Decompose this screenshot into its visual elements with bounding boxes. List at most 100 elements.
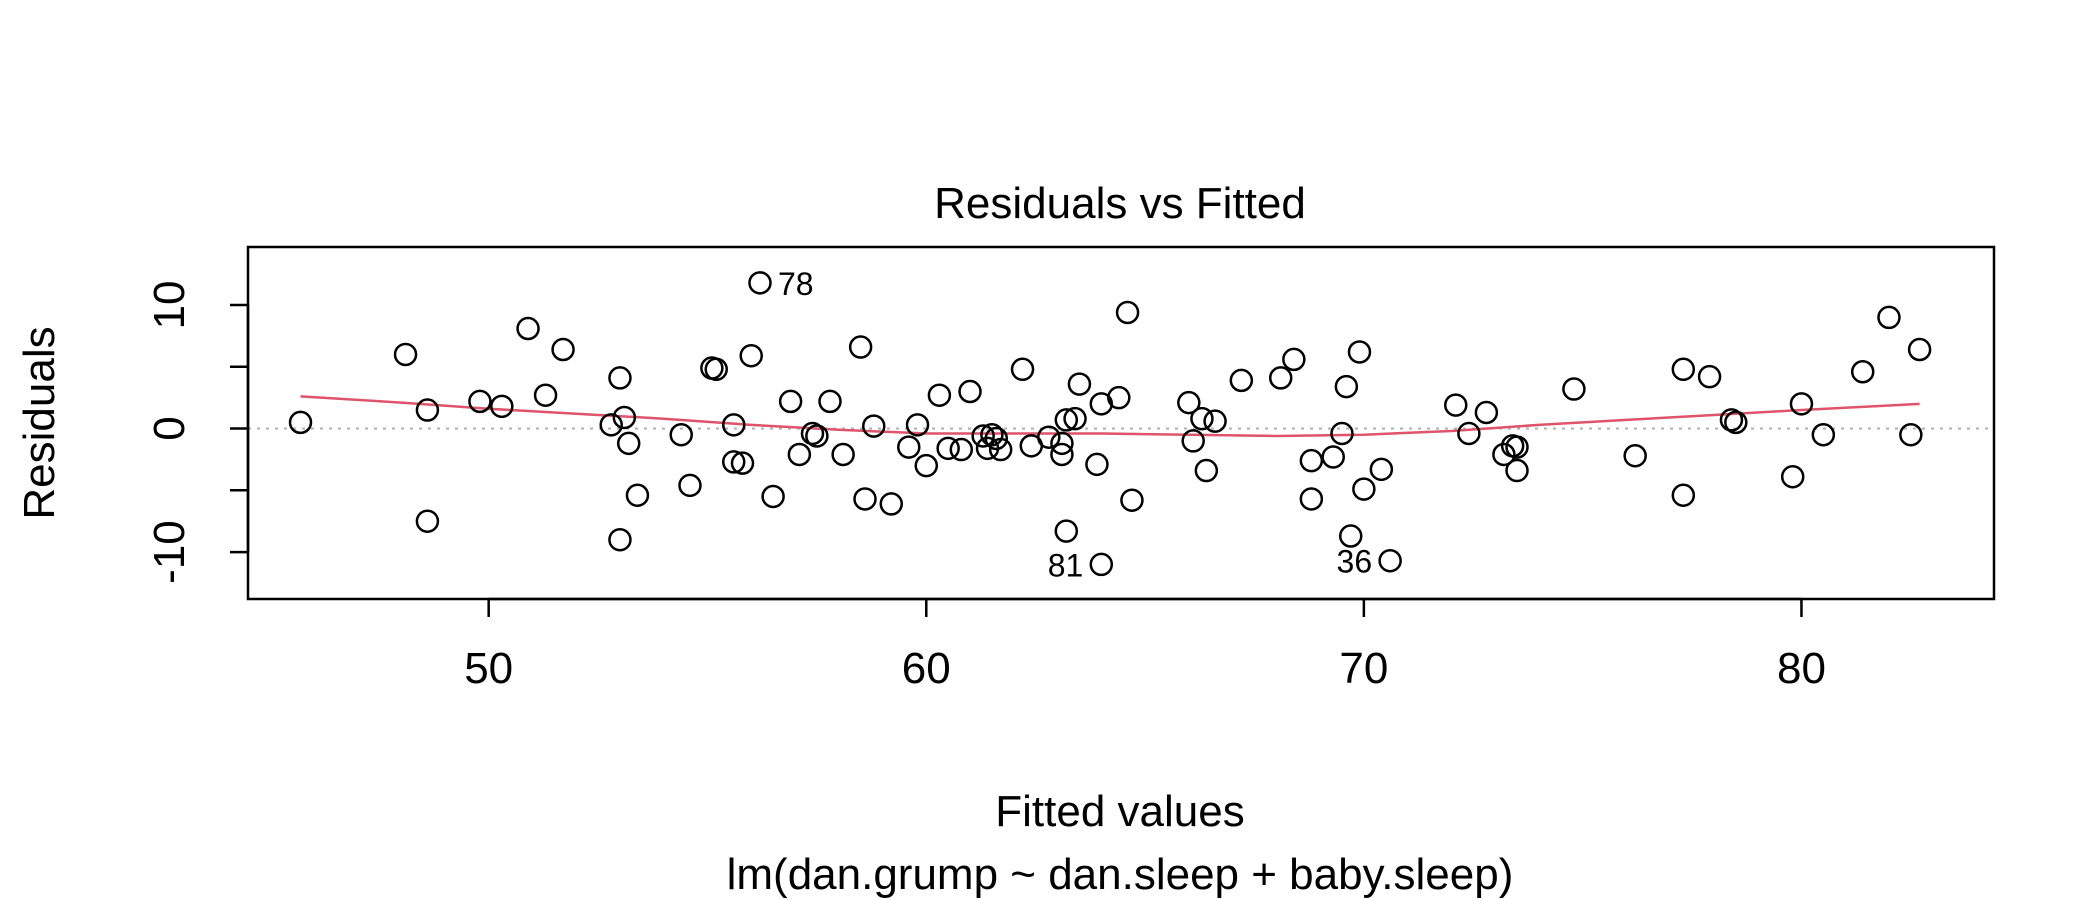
- data-point: [1378, 548, 1402, 573]
- data-point: [1054, 519, 1079, 543]
- data-point: [1671, 357, 1696, 382]
- point-label: 78: [778, 266, 814, 302]
- data-point: [1505, 458, 1529, 483]
- x-axis-label: Fitted values: [995, 787, 1244, 836]
- data-point: [1063, 406, 1087, 431]
- data-point: [1811, 422, 1836, 447]
- data-point: [897, 435, 921, 459]
- y-axis: -10 0 10: [145, 281, 250, 584]
- data-point: [1907, 337, 1932, 362]
- y-tick-label: 10: [145, 281, 194, 330]
- data-point: [739, 343, 763, 368]
- data-point: [551, 337, 575, 362]
- data-point: [721, 450, 746, 474]
- data-point: [1789, 392, 1814, 416]
- point-label: 81: [1048, 547, 1084, 583]
- point-labels-layer: 78 81 36: [778, 266, 1372, 584]
- data-point: [984, 426, 1009, 451]
- data-point: [1299, 487, 1324, 511]
- data-point: [936, 436, 960, 461]
- y-tick-label: 0: [145, 416, 194, 440]
- data-point: [1338, 524, 1363, 548]
- data-point: [862, 414, 886, 438]
- point-label: 36: [1337, 544, 1373, 580]
- data-point: [1181, 429, 1205, 453]
- data-point: [1719, 408, 1744, 432]
- data-point: [1089, 552, 1114, 577]
- data-point: [616, 431, 641, 456]
- data-point: [1190, 406, 1214, 431]
- data-point: [730, 451, 755, 475]
- x-tick-label: 70: [1339, 644, 1388, 693]
- data-point: [415, 509, 440, 533]
- data-point: [599, 413, 623, 437]
- data-point: [778, 389, 803, 414]
- data-point: [516, 316, 540, 341]
- chart-subtitle: lm(dan.grump ~ dan.sleep + baby.sleep): [727, 850, 1514, 899]
- data-point: [1347, 340, 1372, 364]
- data-point: [608, 527, 632, 552]
- data-point: [1321, 445, 1345, 469]
- data-point: [612, 405, 637, 430]
- data-point: [704, 357, 728, 382]
- smooth-trend-line: [300, 395, 1920, 438]
- data-point: [1697, 364, 1722, 389]
- data-point: [1850, 359, 1875, 384]
- y-axis-label: Residuals: [15, 326, 64, 519]
- data-point: [1369, 457, 1394, 482]
- data-point: [1177, 390, 1201, 415]
- data-point: [1268, 366, 1293, 390]
- data-point: [805, 424, 829, 448]
- data-point: [533, 383, 558, 407]
- chart-title: Residuals vs Fitted: [934, 179, 1306, 228]
- data-point: [1203, 409, 1227, 433]
- data-point: [748, 271, 772, 295]
- data-point: [914, 453, 939, 478]
- data-point: [721, 413, 746, 437]
- smooth-line-layer: [300, 395, 1920, 438]
- data-point: [988, 437, 1013, 462]
- data-point: [949, 437, 974, 462]
- data-point: [1562, 377, 1586, 401]
- y-tick-label: -10: [145, 520, 194, 584]
- x-tick-label: 60: [902, 644, 951, 693]
- data-point: [1067, 372, 1092, 396]
- data-point: [879, 492, 904, 516]
- data-point: [1899, 422, 1923, 447]
- data-point: [1050, 442, 1074, 467]
- data-point: [1352, 477, 1376, 501]
- data-point: [1050, 431, 1074, 456]
- data-point: [1330, 421, 1354, 446]
- data-point: [1492, 442, 1516, 467]
- data-point: [288, 410, 313, 435]
- data-point: [1282, 347, 1306, 372]
- x-tick-label: 50: [464, 644, 513, 693]
- data-point: [678, 473, 702, 498]
- data-point: [1299, 448, 1324, 473]
- data-point: [800, 421, 825, 446]
- data-point: [1474, 400, 1499, 425]
- data-point: [1457, 421, 1481, 446]
- data-point: [1623, 443, 1647, 468]
- data-point: [1107, 385, 1131, 410]
- data-point: [468, 389, 492, 414]
- data-point: [818, 389, 842, 414]
- data-point: [490, 394, 514, 419]
- data-point: [958, 379, 982, 404]
- data-point: [927, 383, 952, 407]
- x-tick-label: 80: [1777, 644, 1826, 693]
- data-point: [625, 483, 650, 508]
- data-point: [1671, 483, 1696, 508]
- points-layer: [288, 271, 1932, 577]
- x-axis: 50 60 70 80: [464, 597, 1826, 693]
- data-point: [1724, 410, 1748, 435]
- data-point: [1194, 458, 1219, 483]
- data-point: [1334, 374, 1359, 399]
- data-point: [415, 398, 440, 422]
- data-point: [1037, 425, 1061, 449]
- data-point: [1054, 408, 1079, 432]
- data-point: [1115, 300, 1140, 325]
- data-point: [761, 484, 785, 509]
